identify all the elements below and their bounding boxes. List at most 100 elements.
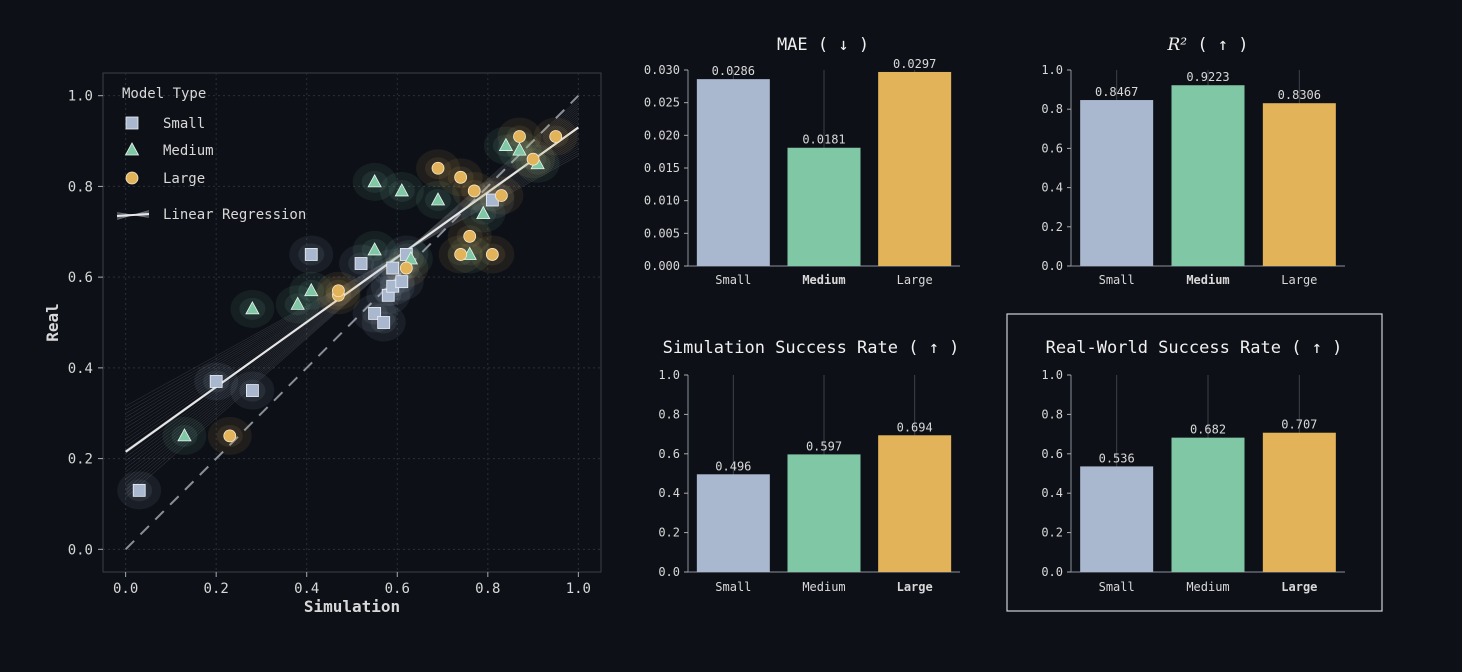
bar-medium xyxy=(787,147,861,266)
bar-value-label-large: 0.8306 xyxy=(1278,88,1321,102)
bar-large xyxy=(878,435,952,572)
y-tick-label: 0.0 xyxy=(1041,259,1063,273)
category-label-large: Large xyxy=(1281,580,1317,594)
bar-value-label-large: 0.0297 xyxy=(893,57,936,71)
y-tick-label: 0.2 xyxy=(1041,220,1063,234)
bar-large xyxy=(878,71,952,267)
y-tick-label: 1.0 xyxy=(68,89,93,105)
title-rest: ( ↑ ) xyxy=(1187,35,1248,55)
y-tick-label: 0.4 xyxy=(1041,486,1063,500)
bar-value-label-small: 0.8467 xyxy=(1095,85,1138,99)
medium-point xyxy=(304,282,319,297)
medium-point xyxy=(512,142,527,156)
y-tick-label: 0.6 xyxy=(1041,447,1063,461)
bar-medium xyxy=(1171,85,1245,266)
regression-sample-line xyxy=(125,121,579,462)
x-tick-label: 0.6 xyxy=(385,581,410,597)
bar-medium xyxy=(1171,437,1245,572)
y-tick-label: 0.4 xyxy=(68,361,93,377)
x-tick-label: 0.0 xyxy=(113,581,138,597)
chart-title: R² ( ↑ ) xyxy=(1166,35,1248,55)
small-point xyxy=(209,375,223,388)
legend-title: Model Type xyxy=(122,86,206,102)
category-label-large: Large xyxy=(897,580,933,594)
small-point xyxy=(304,248,318,261)
scatter-plot: 0.0 0.2 0.4 0.6 0.8 1.0 0.0 0.2 0.4 0.6 0.8 1.0 Simu… xyxy=(43,72,602,616)
legend-regression-label: Linear Regression xyxy=(163,207,306,223)
large-point xyxy=(332,284,345,298)
small-point xyxy=(245,384,259,397)
medium-point xyxy=(177,428,192,442)
regression-sample-line xyxy=(125,117,579,469)
regression-sample-line xyxy=(125,99,579,498)
large-point xyxy=(399,261,413,275)
bar-large xyxy=(1262,432,1336,572)
points xyxy=(132,130,563,497)
regression-line xyxy=(124,126,580,453)
regression-sample-line xyxy=(125,101,579,495)
regression-sample-line xyxy=(125,119,579,465)
large-point xyxy=(223,429,237,443)
large-point xyxy=(513,130,526,143)
regression-sample-line xyxy=(125,137,579,436)
legend-regression-marker xyxy=(116,213,150,217)
scatter-frame xyxy=(102,72,602,573)
regression-sample-line xyxy=(125,132,579,443)
large-point xyxy=(454,248,468,261)
bar-small xyxy=(696,79,770,266)
x-tick-label: 0.4 xyxy=(294,581,319,597)
small-point xyxy=(132,483,146,497)
category-label-small: Small xyxy=(715,273,751,287)
y-tick-label: 0.8 xyxy=(1041,407,1063,421)
regression-sample-line xyxy=(125,108,579,484)
y-tick-label: 0.6 xyxy=(1041,141,1063,155)
bar-medium xyxy=(787,454,861,572)
identity-diagonal xyxy=(124,94,580,551)
y-tick-label: 0.0 xyxy=(1041,565,1063,579)
bar-value-label-small: 0.496 xyxy=(715,459,751,473)
category-label-medium: Medium xyxy=(802,273,845,287)
large-point xyxy=(431,161,445,175)
category-label-small: Small xyxy=(715,580,751,594)
x-axis-label: Simulation xyxy=(304,597,400,616)
y-tick-label: 0.030 xyxy=(644,63,680,77)
medium-point xyxy=(367,242,382,256)
regression-sample-line xyxy=(125,105,579,487)
large-point xyxy=(463,229,477,243)
y-tick-label: 0.2 xyxy=(68,452,93,468)
x-tick-label: 0.8 xyxy=(475,581,500,597)
medium-point xyxy=(290,296,305,310)
legend-small-label: Small xyxy=(163,116,205,132)
legend-large-marker xyxy=(125,171,139,185)
legend-large-label: Large xyxy=(163,171,205,187)
legend-medium-marker xyxy=(124,142,140,156)
y-tick-label: 1.0 xyxy=(1041,368,1063,382)
bar-value-label-large: 0.707 xyxy=(1281,418,1317,432)
y-tick-label: 0.0 xyxy=(68,542,93,558)
category-label-small: Small xyxy=(1099,580,1135,594)
category-label-small: Small xyxy=(1099,273,1135,287)
chart-title: MAE ( ↓ ) xyxy=(777,35,869,55)
regression-sample-line xyxy=(125,103,579,491)
chart-title: Simulation Success Rate ( ↑ ) xyxy=(663,338,960,358)
bar-large xyxy=(1262,103,1336,267)
bar-chart-3: Simulation Success Rate ( ↑ ) 0.0 0.2 0.4 0.… xyxy=(658,338,960,594)
legend-medium-label: Medium xyxy=(163,143,214,159)
bar-value-label-medium: 0.9223 xyxy=(1186,70,1229,84)
y-tick-label: 0.2 xyxy=(658,526,680,540)
large-point xyxy=(467,184,481,198)
title-r-symbol: R² xyxy=(1166,35,1187,55)
small-point xyxy=(354,257,368,270)
small-point xyxy=(386,261,400,275)
y-tick-label: 0.4 xyxy=(1041,181,1063,195)
y-tick-label: 0.6 xyxy=(68,270,93,286)
medium-point xyxy=(430,192,446,206)
bar-small xyxy=(696,474,770,572)
bar-value-label-small: 0.536 xyxy=(1099,451,1135,465)
medium-point xyxy=(476,205,491,220)
legend: Model Type Small Medium Large Linear Regress… xyxy=(116,86,306,223)
bar-chart-2: R² ( ↑ ) 0.0 0.2 0.4 0.6 0.8 1.0 0.8467 Small 0.9… xyxy=(1041,35,1345,287)
y-tick-label: 0.6 xyxy=(658,447,680,461)
chart-title: Real-World Success Rate ( ↑ ) xyxy=(1046,338,1343,358)
category-label-large: Large xyxy=(897,273,933,287)
